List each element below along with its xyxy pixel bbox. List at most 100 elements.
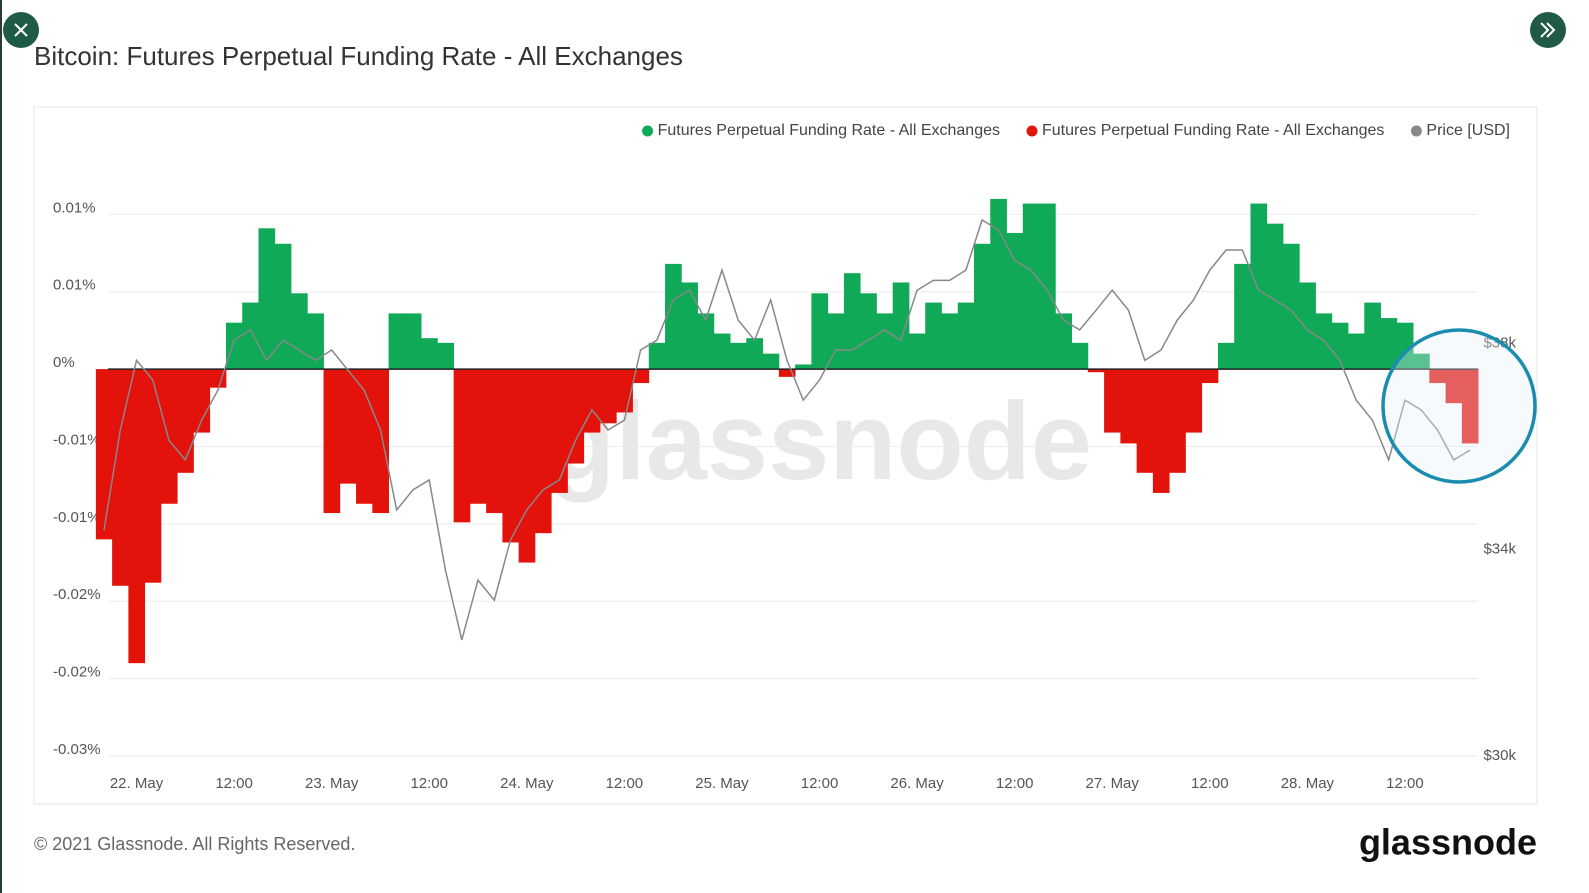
y-tick-label: -0.02%: [53, 664, 101, 681]
bar: [1348, 333, 1365, 370]
bar: [502, 369, 520, 543]
copyright: © 2021 Glassnode. All Rights Reserved.: [34, 834, 355, 854]
legend-swatch: [642, 125, 654, 137]
bar: [372, 369, 389, 514]
bar: [1413, 353, 1430, 370]
bar: [583, 369, 601, 433]
bar: [941, 313, 959, 370]
bar: [1429, 369, 1447, 384]
bar: [632, 369, 650, 384]
bar: [209, 369, 227, 388]
y-tick-label: -0.01%: [53, 431, 101, 448]
bar: [1152, 369, 1170, 493]
x-tick-label: 12:00: [1191, 775, 1229, 792]
y-tick-label: 0%: [53, 354, 75, 371]
bar: [811, 293, 829, 370]
bar: [1169, 369, 1186, 473]
legend-label: Futures Perpetual Funding Rate - All Exc…: [658, 122, 1000, 139]
legend-swatch: [1410, 125, 1422, 137]
bar: [291, 293, 308, 370]
plot: 0.01% 0.01% 0% -0.01% -0.01% -0.02% -0.02% -0.0…: [53, 122, 1516, 792]
x-tick-label: 25. May: [695, 775, 749, 792]
bar: [1282, 243, 1300, 370]
bar: [1087, 369, 1105, 373]
bar: [681, 282, 698, 370]
bar: [323, 369, 341, 514]
bar: [908, 333, 926, 370]
bar: [648, 342, 666, 370]
bar: [1217, 342, 1235, 370]
bar: [697, 313, 715, 370]
bar: [713, 333, 731, 370]
x-tick-label: 12:00: [801, 775, 839, 792]
logo: glassnode: [1359, 822, 1537, 863]
x-tick-label: 23. May: [305, 775, 359, 792]
bar: [1201, 369, 1219, 384]
expand-icon[interactable]: [1540, 22, 1556, 38]
x-tick-label: 12:00: [606, 775, 644, 792]
bar: [160, 369, 178, 504]
bar: [1055, 313, 1072, 370]
bar: [1006, 232, 1024, 370]
chart-frame: [33, 106, 1538, 805]
highlight-circle: [1381, 328, 1537, 484]
x-tick-label: 26. May: [890, 775, 944, 792]
legend-swatch: [1026, 125, 1038, 137]
bar: [567, 369, 585, 464]
y-tick-label: 0.01%: [53, 199, 96, 216]
bar: [534, 369, 552, 534]
expand-button[interactable]: [1530, 12, 1566, 48]
legend-label: Futures Perpetual Funding Rate - All Exc…: [1042, 122, 1384, 139]
bar: [518, 369, 536, 563]
bar: [1380, 318, 1398, 370]
chart-title: Bitcoin: Futures Perpetual Funding Rate …: [34, 41, 683, 71]
bar: [225, 322, 243, 370]
bar: [1445, 369, 1463, 404]
bar: [242, 302, 259, 370]
bar: [274, 243, 292, 370]
bar: [746, 338, 764, 370]
bar: [307, 313, 324, 370]
bar: [665, 263, 682, 370]
bar: [486, 369, 503, 514]
bar: [795, 364, 812, 370]
bar: [1234, 263, 1251, 370]
bar: [437, 342, 455, 370]
bar: [339, 369, 357, 484]
bar: [599, 369, 617, 424]
bar: [860, 293, 877, 370]
x-tick-label: 12:00: [215, 775, 253, 792]
bar: [95, 369, 113, 540]
bar: [404, 313, 422, 370]
bar: [957, 302, 975, 370]
bar: [1104, 369, 1121, 433]
bar: [388, 313, 406, 370]
bar: [1461, 369, 1479, 444]
bar: [1071, 342, 1089, 370]
x-tick-label: 22. May: [110, 775, 164, 792]
bar: [1039, 203, 1056, 370]
bar: [1364, 302, 1381, 370]
bar: [892, 282, 910, 370]
bar: [1250, 203, 1268, 370]
bar: [356, 369, 373, 504]
x-tick-label: 12:00: [996, 775, 1034, 792]
bar: [128, 369, 146, 664]
x-tick-label: 12:00: [1386, 775, 1424, 792]
y-tick-label: -0.03%: [53, 741, 101, 758]
y2-tick-label: $34k: [1483, 541, 1516, 558]
bar: [1266, 223, 1284, 370]
bar: [1185, 369, 1203, 433]
y-tick-label: 0.01%: [53, 277, 96, 294]
bar: [453, 369, 471, 523]
bar: [1331, 322, 1349, 370]
bar: [616, 369, 633, 413]
close-button[interactable]: [3, 12, 39, 48]
x-tick-label: 28. May: [1281, 775, 1335, 792]
bar: [1299, 282, 1316, 370]
price-line: [103, 218, 1471, 641]
bar: [1136, 369, 1154, 473]
close-icon[interactable]: [14, 23, 28, 37]
bar: [974, 243, 991, 370]
